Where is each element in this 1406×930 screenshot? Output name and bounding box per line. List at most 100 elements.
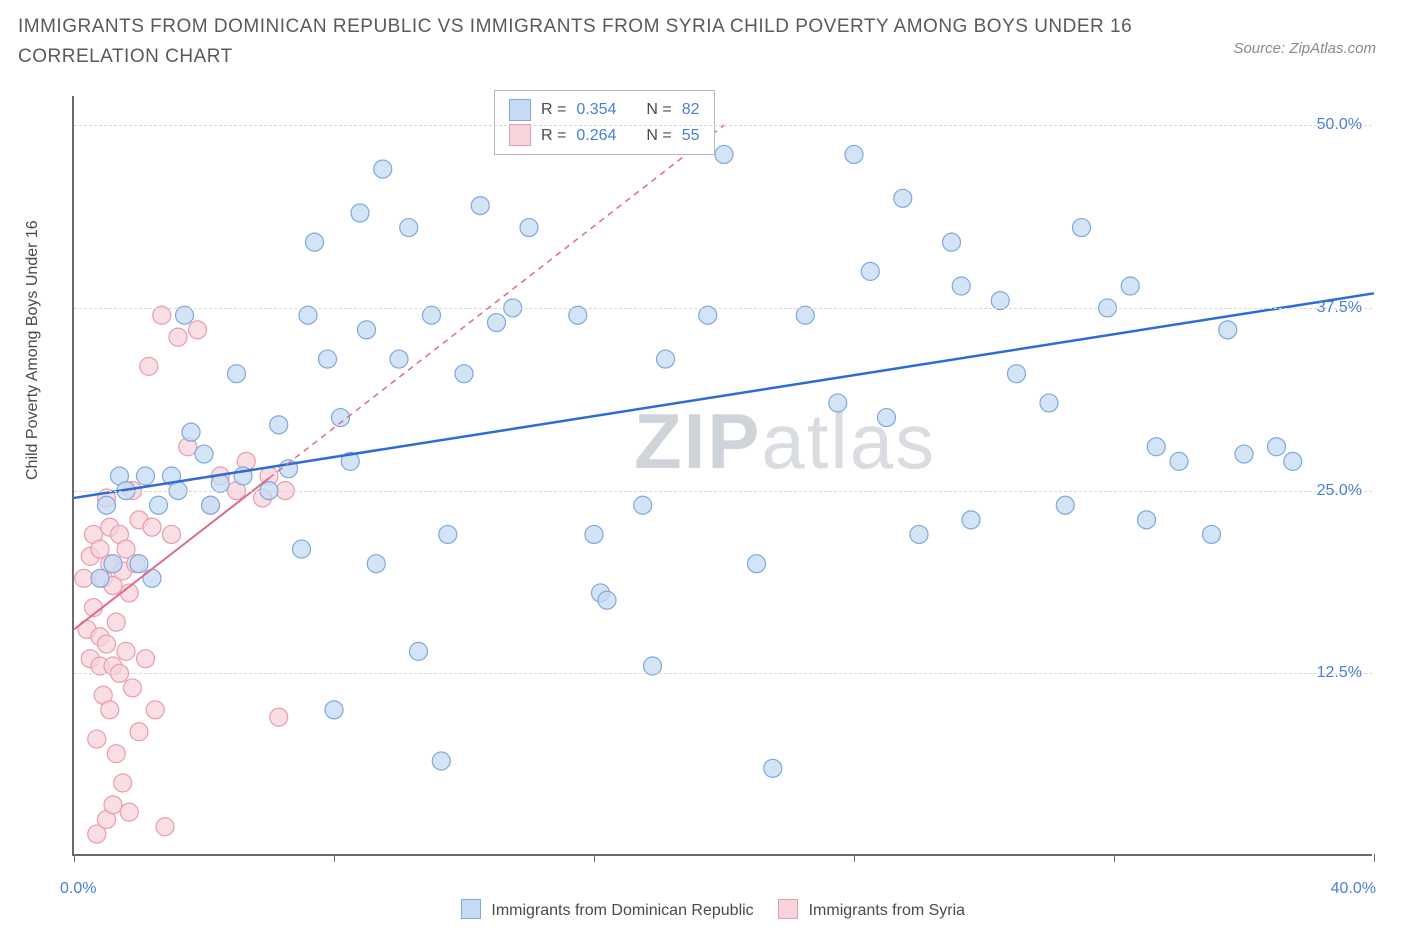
scatter-point [1138, 511, 1156, 529]
scatter-point [182, 423, 200, 441]
scatter-point [124, 679, 142, 697]
x-tick [594, 854, 595, 862]
chart-title: IMMIGRANTS FROM DOMINICAN REPUBLIC VS IM… [18, 12, 1206, 73]
scatter-point [520, 219, 538, 237]
scatter-point [390, 350, 408, 368]
stats-n-label: N = [646, 123, 671, 149]
scatter-svg [74, 96, 1372, 854]
scatter-point [169, 328, 187, 346]
scatter-point [101, 701, 119, 719]
scatter-point [488, 314, 506, 332]
gridline-h [74, 673, 1372, 674]
scatter-point [163, 525, 181, 543]
scatter-point [1147, 438, 1165, 456]
scatter-point [1268, 438, 1286, 456]
scatter-point [699, 306, 717, 324]
stats-row-series-0: R = 0.354 N = 82 [509, 97, 700, 123]
scatter-point [1056, 496, 1074, 514]
scatter-point [140, 357, 158, 375]
scatter-point [306, 233, 324, 251]
scatter-point [325, 701, 343, 719]
scatter-point [146, 701, 164, 719]
scatter-point [1170, 452, 1188, 470]
scatter-point [104, 555, 122, 573]
scatter-point [117, 642, 135, 660]
scatter-point [156, 818, 174, 836]
scatter-point [195, 445, 213, 463]
scatter-point [98, 635, 116, 653]
source-label: Source: ZipAtlas.com [1233, 40, 1376, 57]
scatter-point [1235, 445, 1253, 463]
legend-swatch-1 [778, 899, 798, 919]
scatter-point [439, 525, 457, 543]
scatter-point [764, 759, 782, 777]
scatter-point [137, 467, 155, 485]
scatter-point [1073, 219, 1091, 237]
stats-r-value-1: 0.264 [576, 123, 616, 149]
x-tick-label-min: 0.0% [60, 880, 96, 898]
scatter-point [75, 569, 93, 587]
scatter-point [107, 745, 125, 763]
scatter-point [1284, 452, 1302, 470]
scatter-point [1008, 365, 1026, 383]
scatter-point [657, 350, 675, 368]
scatter-point [991, 292, 1009, 310]
scatter-point [104, 796, 122, 814]
x-tick [854, 854, 855, 862]
scatter-point [878, 409, 896, 427]
scatter-point [634, 496, 652, 514]
scatter-point [845, 145, 863, 163]
y-tick-label: 12.5% [1317, 664, 1362, 682]
scatter-point [228, 365, 246, 383]
scatter-point [1203, 525, 1221, 543]
scatter-point [569, 306, 587, 324]
y-tick-label: 25.0% [1317, 482, 1362, 500]
scatter-point [1040, 394, 1058, 412]
y-tick-label: 50.0% [1317, 116, 1362, 134]
scatter-point [120, 803, 138, 821]
scatter-point [150, 496, 168, 514]
scatter-point [319, 350, 337, 368]
scatter-point [299, 306, 317, 324]
scatter-point [962, 511, 980, 529]
y-axis-label: Child Poverty Among Boys Under 16 [24, 220, 42, 480]
scatter-point [715, 145, 733, 163]
scatter-point [598, 591, 616, 609]
scatter-point [270, 416, 288, 434]
scatter-point [189, 321, 207, 339]
x-tick [1114, 854, 1115, 862]
stats-r-label: R = [541, 123, 566, 149]
gridline-h [74, 308, 1372, 309]
scatter-point [952, 277, 970, 295]
scatter-point [130, 555, 148, 573]
stats-r-label: R = [541, 97, 566, 123]
scatter-point [351, 204, 369, 222]
scatter-point [374, 160, 392, 178]
scatter-point [471, 197, 489, 215]
scatter-point [1121, 277, 1139, 295]
scatter-point [367, 555, 385, 573]
gridline-h [74, 491, 1372, 492]
x-tick-label-max: 40.0% [1331, 880, 1376, 898]
scatter-point [829, 394, 847, 412]
stats-r-value-0: 0.354 [576, 97, 616, 123]
scatter-point [114, 774, 132, 792]
stats-swatch-1 [509, 124, 531, 146]
scatter-point [202, 496, 220, 514]
scatter-point [98, 496, 116, 514]
scatter-point [423, 306, 441, 324]
gridline-h [74, 125, 1372, 126]
stats-swatch-0 [509, 99, 531, 121]
scatter-point [410, 642, 428, 660]
legend-swatch-0 [461, 899, 481, 919]
plot-area: ZIPatlas R = 0.354 N = 82 R = 0.264 N = … [72, 96, 1372, 856]
scatter-point [644, 657, 662, 675]
scatter-point [130, 723, 148, 741]
scatter-point [153, 306, 171, 324]
scatter-point [270, 708, 288, 726]
scatter-point [91, 569, 109, 587]
scatter-point [137, 650, 155, 668]
legend-label-1: Immigrants from Syria [809, 902, 965, 919]
scatter-point [910, 525, 928, 543]
legend-label-0: Immigrants from Dominican Republic [491, 902, 753, 919]
